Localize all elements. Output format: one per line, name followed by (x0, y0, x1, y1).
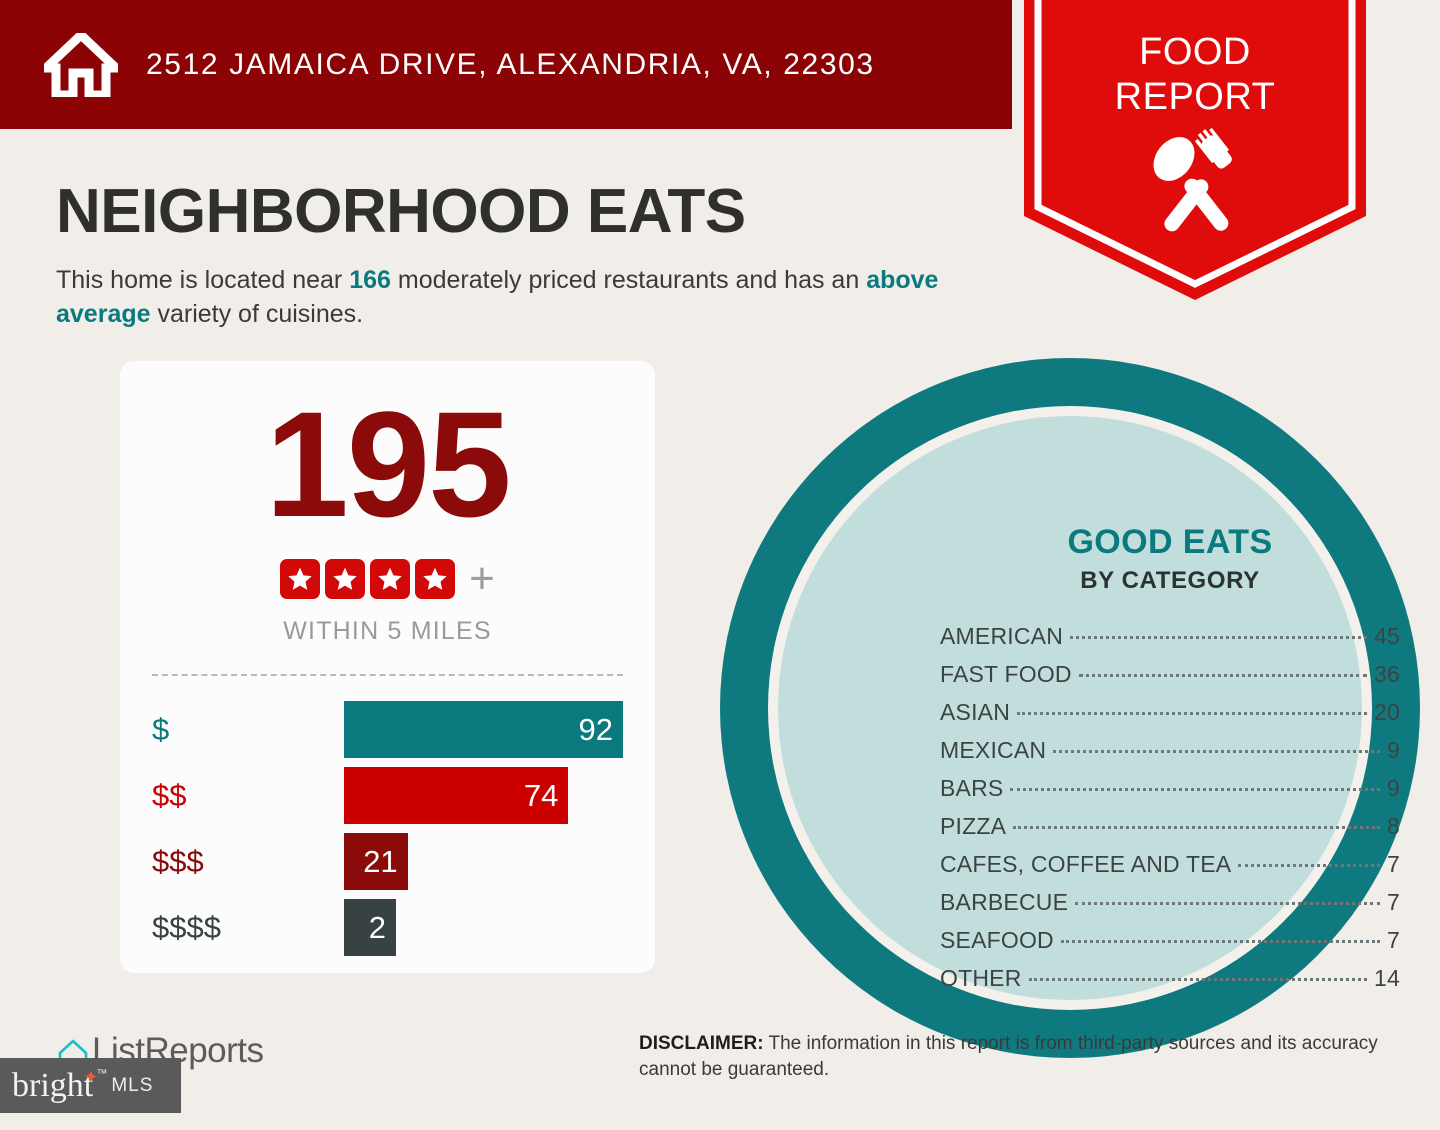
header-bar: 2512 JAMAICA DRIVE, ALEXANDRIA, VA, 2230… (0, 0, 1012, 129)
disclaimer-label: DISCLAIMER: (639, 1033, 764, 1054)
star-badge (280, 559, 321, 599)
good-eats-item: BARBECUE 7 (940, 889, 1400, 927)
bar-fill: 21 (344, 833, 408, 890)
subtitle-variety-rating: above average (56, 266, 939, 328)
good-eats-item-name: SEAFOOD (940, 927, 1054, 953)
bright-mls-logo: bright ✦ ™ MLS (0, 1058, 181, 1113)
good-eats-item: CAFES, COFFEE AND TEA 7 (940, 851, 1400, 889)
good-eats-item-count: 36 (1374, 661, 1400, 687)
star-rating-row: + (120, 554, 655, 603)
good-eats-item-count: 7 (1387, 927, 1400, 953)
good-eats-item-count: 20 (1374, 699, 1400, 725)
bar-label: $ (152, 711, 170, 747)
star-icon (423, 567, 447, 590)
subtitle-text-1: This home is located near (56, 266, 350, 294)
bar-fill: 74 (344, 767, 569, 824)
page-title: NEIGHBORHOOD EATS (56, 177, 746, 246)
star-icon (288, 567, 312, 590)
bright-wordmark: bright (12, 1066, 94, 1104)
good-eats-title: GOOD EATS (1067, 523, 1273, 561)
good-eats-item-leader (1028, 978, 1368, 981)
good-eats-item-leader (1013, 826, 1380, 829)
good-eats-item-leader (1075, 902, 1380, 905)
bright-star-icon: ✦ (83, 1067, 99, 1087)
good-eats-item-count: 7 (1387, 889, 1400, 915)
good-eats-item-name: BARS (940, 775, 1004, 801)
badge-text: FOOD REPORT (1024, 30, 1366, 120)
good-eats-item-count: 9 (1387, 775, 1400, 801)
bar-fill: 92 (344, 701, 623, 758)
bar-row: $$$ 21 (152, 833, 623, 890)
bright-trademark: ™ (96, 1067, 108, 1080)
good-eats-item-leader (1238, 864, 1380, 867)
bar-track: 2 (344, 899, 623, 956)
good-eats-item: ASIAN 20 (940, 699, 1400, 737)
good-eats-item-name: ASIAN (940, 699, 1011, 725)
good-eats-item-name: MEXICAN (940, 737, 1047, 763)
good-eats-item-leader (1060, 940, 1380, 943)
good-eats-list: AMERICAN 45 FAST FOOD 36 ASIAN 20 MEXICAN 9 BARS… (940, 623, 1400, 1003)
good-eats-item: SEAFOOD 7 (940, 927, 1400, 965)
good-eats-item-count: 45 (1374, 623, 1400, 649)
bar-row: $ 92 (152, 701, 623, 758)
good-eats-subtitle: BY CATEGORY (1080, 567, 1260, 594)
good-eats-item: BARS 9 (940, 775, 1400, 813)
good-eats-item-name: CAFES, COFFEE AND TEA (940, 851, 1232, 877)
bar-label: $$$$ (152, 909, 221, 945)
bar-row: $$$$ 2 (152, 899, 623, 956)
good-eats-item-count: 14 (1374, 965, 1400, 991)
bar-track: 92 (344, 701, 623, 758)
good-eats-item-count: 8 (1387, 813, 1400, 839)
good-eats-item: PIZZA 8 (940, 813, 1400, 851)
food-report-badge: FOOD REPORT (1024, 0, 1366, 300)
good-eats-item-name: OTHER (940, 965, 1022, 991)
bar-track: 74 (344, 767, 623, 824)
star-badge (415, 559, 456, 599)
subtitle-text-3: variety of cuisines. (150, 300, 364, 328)
restaurant-count-card: 195 + WITHIN 5 MILES $ (120, 361, 655, 973)
disclaimer: DISCLAIMER: The information in this repo… (639, 1031, 1379, 1083)
good-eats-item-leader (1053, 750, 1380, 753)
price-level-bar-chart: $ 92 $$ 74 $$$ 21 $$$$ 2 (120, 701, 655, 956)
bar-fill: 2 (344, 899, 396, 956)
good-eats-item-count: 7 (1387, 851, 1400, 877)
radius-label: WITHIN 5 MILES (283, 617, 492, 645)
spoon-fork-icon (1153, 127, 1232, 232)
star-badge (325, 559, 366, 599)
plus-icon: + (469, 554, 495, 603)
bar-row: $$ 74 (152, 767, 623, 824)
badge-line-1: FOOD (1139, 31, 1251, 73)
good-eats-item-leader (1010, 788, 1380, 791)
page-subtitle: This home is located near 166 moderately… (56, 263, 1006, 331)
bar-track: 21 (344, 833, 623, 890)
bar-label: $$$ (152, 843, 204, 879)
good-eats-item-name: FAST FOOD (940, 661, 1072, 687)
header-address: 2512 JAMAICA DRIVE, ALEXANDRIA, VA, 2230… (146, 47, 875, 81)
good-eats-item: MEXICAN 9 (940, 737, 1400, 775)
good-eats-item-leader (1070, 636, 1368, 639)
good-eats-panel: GOOD EATS BY CATEGORY AMERICAN 45 FAST FOO… (940, 523, 1400, 1003)
disclaimer-text: The information in this report is from t… (639, 1033, 1378, 1080)
badge-line-2: REPORT (1114, 76, 1276, 118)
star-icon (378, 567, 402, 590)
good-eats-item-name: BARBECUE (940, 889, 1069, 915)
good-eats-item: OTHER 14 (940, 965, 1400, 1003)
star-icon (333, 567, 357, 590)
good-eats-item: AMERICAN 45 (940, 623, 1400, 661)
good-eats-item-count: 9 (1387, 737, 1400, 763)
restaurant-count-value: 195 (265, 380, 511, 548)
star-badge (370, 559, 411, 599)
card-divider (152, 674, 623, 676)
good-eats-item-leader (1078, 674, 1368, 677)
home-icon (44, 32, 118, 97)
badge-shape (1024, 0, 1366, 300)
bar-label: $$ (152, 777, 187, 813)
subtitle-restaurant-count: 166 (349, 266, 391, 294)
mls-wordmark: MLS (111, 1074, 154, 1096)
good-eats-item-name: AMERICAN (940, 623, 1064, 649)
good-eats-item-leader (1017, 712, 1368, 715)
good-eats-item: FAST FOOD 36 (940, 661, 1400, 699)
good-eats-item-name: PIZZA (940, 813, 1007, 839)
subtitle-text-2: moderately priced restaurants and has an (390, 266, 867, 294)
